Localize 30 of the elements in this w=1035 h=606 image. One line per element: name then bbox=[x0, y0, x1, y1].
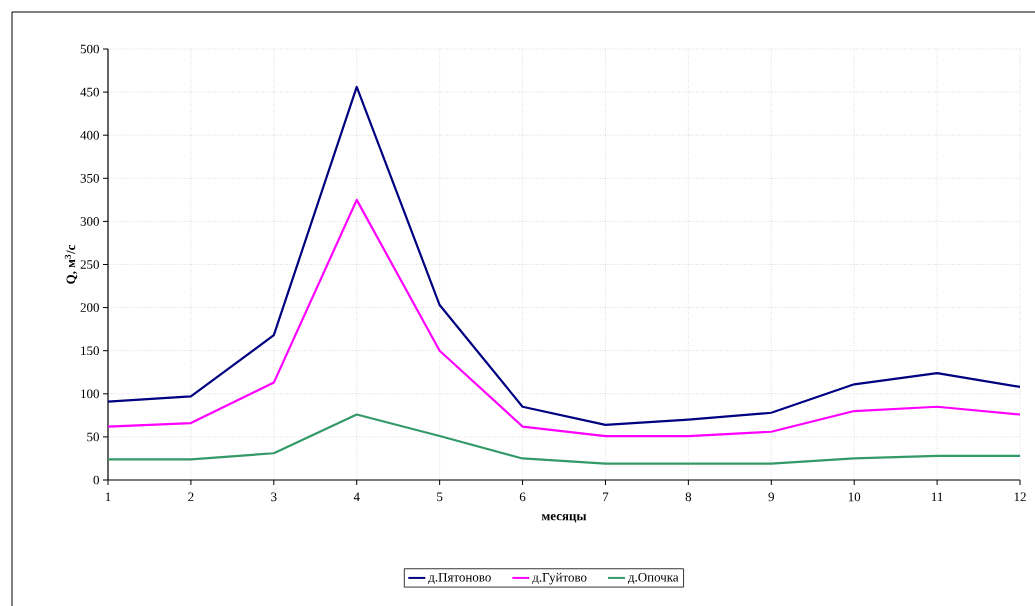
y-tick-label: 50 bbox=[87, 432, 99, 442]
y-tick-label: 450 bbox=[80, 87, 99, 97]
x-tick-label: 12 bbox=[1014, 492, 1026, 502]
y-tick-label: 150 bbox=[81, 346, 99, 356]
y-tick-label: 400 bbox=[80, 130, 99, 140]
y-tick-label: 0 bbox=[93, 475, 99, 485]
line-series bbox=[108, 85, 1021, 426]
x-tick-label: 5 bbox=[437, 492, 443, 502]
x-tick-label: 4 bbox=[353, 492, 360, 502]
y-tick-label: 300 bbox=[80, 217, 99, 226]
x-tick-label: 3 bbox=[271, 492, 277, 502]
legend-label: д.Опочка bbox=[627, 572, 679, 584]
x-tick-label: 1 bbox=[105, 492, 111, 502]
x-tick-label: 6 bbox=[519, 492, 526, 502]
x-tick-label: 7 bbox=[603, 492, 609, 501]
x-tick-label: 11 bbox=[932, 492, 943, 502]
y-tick-label: 200 bbox=[80, 303, 99, 312]
y-tick-label: 250 bbox=[80, 260, 99, 269]
x-tick-label: 2 bbox=[188, 492, 194, 502]
legend-label: д.Гуйтово bbox=[532, 572, 587, 585]
y-tick-label: 350 bbox=[80, 173, 99, 183]
x-tick-label: 8 bbox=[685, 492, 692, 502]
y-axis-title: Q, м$^{3}$/с bbox=[64, 244, 78, 284]
x-tick-label: 9 bbox=[768, 492, 774, 502]
x-tick-label: 10 bbox=[848, 492, 861, 502]
line-series bbox=[108, 198, 1021, 438]
legend-label: д.Пятоново bbox=[428, 572, 491, 584]
y-tick-label: 500 bbox=[80, 44, 99, 54]
y-tick-label: 100 bbox=[81, 389, 99, 399]
x-axis-title: месяцы bbox=[541, 514, 587, 523]
